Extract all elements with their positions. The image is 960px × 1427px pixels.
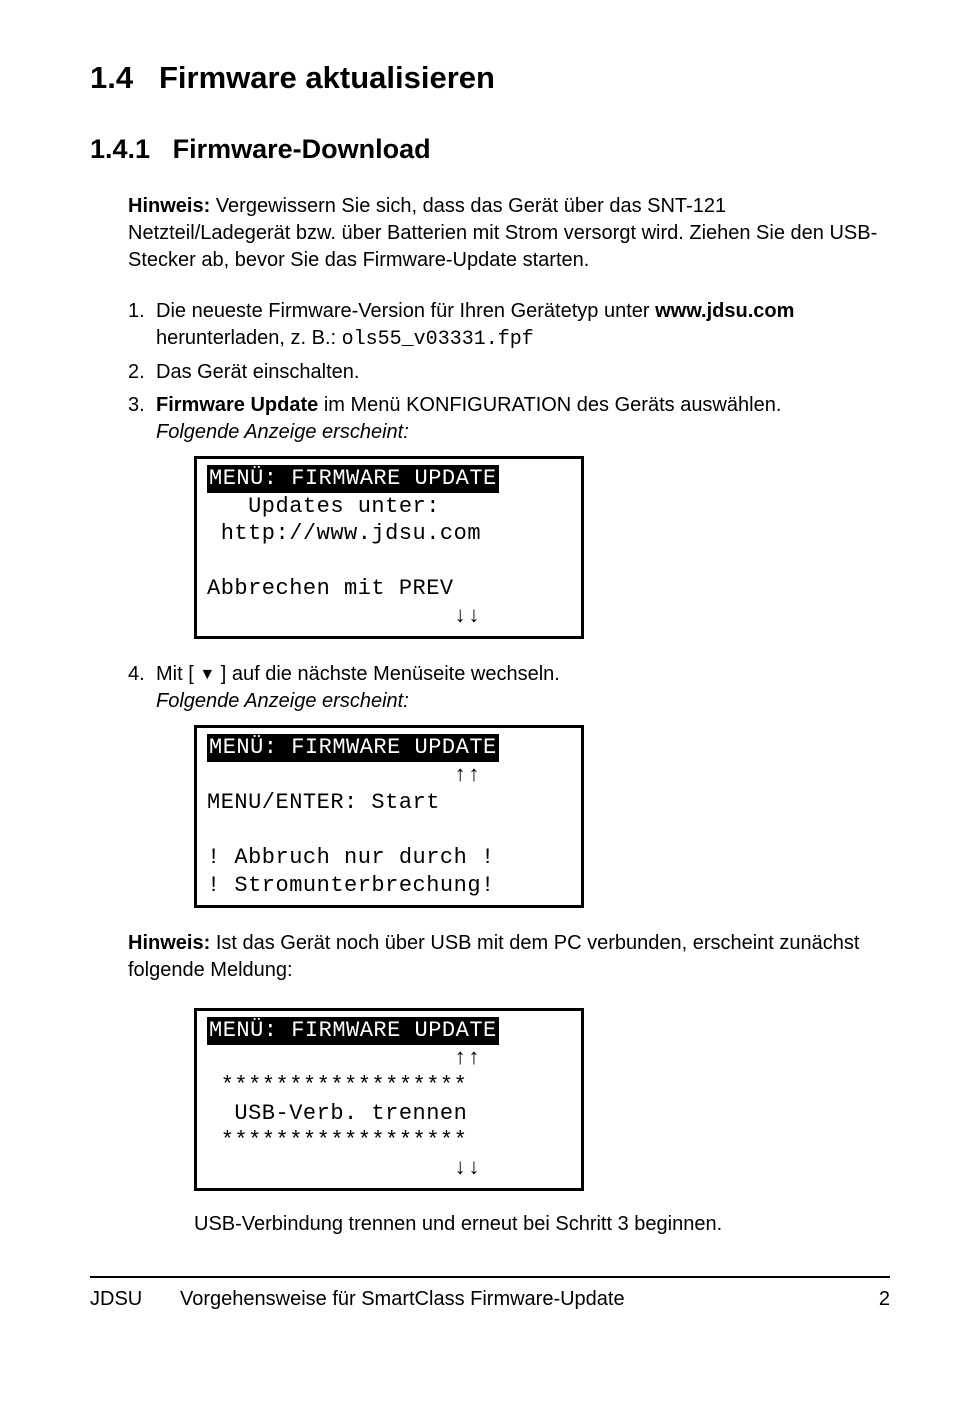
lcd3-l3: ******************	[207, 1073, 467, 1098]
step-1-num: 1.	[128, 298, 145, 325]
hint-1-label: Hinweis:	[128, 195, 210, 217]
step-3-bold: Firmware Update	[156, 394, 318, 416]
step-2-num: 2.	[128, 359, 145, 386]
steps-list: 1. Die neueste Firmware-Version für Ihre…	[128, 298, 890, 446]
h1-number: 1.4	[90, 60, 133, 95]
lcd1-title: MENÜ: FIRMWARE UPDATE	[207, 465, 499, 493]
h2-title: Firmware-Download	[173, 134, 431, 164]
lcd1-l3: http://www.jdsu.com	[207, 521, 481, 546]
lcd2-l3: MENU/ENTER: Start	[207, 790, 440, 815]
lcd2-l5: ! Abbruch nur durch !	[207, 845, 495, 870]
step-4-follow: Folgende Anzeige erscheint:	[156, 690, 409, 712]
closing-text: USB-Verbindung trennen und erneut bei Sc…	[194, 1213, 890, 1236]
step-3-num: 3.	[128, 392, 145, 419]
step-4: 4. Mit [ ▼ ] auf die nächste Menüseite w…	[128, 661, 890, 715]
lcd3-l6: ↓↓	[207, 1156, 481, 1181]
step-3: 3. Firmware Update im Menü KONFIGURATION…	[128, 392, 890, 446]
step-4-num: 4.	[128, 661, 145, 688]
lcd2-title: MENÜ: FIRMWARE UPDATE	[207, 734, 499, 762]
hint-1-text: Vergewissern Sie sich, dass das Gerät üb…	[128, 195, 877, 271]
step-3-follow: Folgende Anzeige erscheint:	[156, 421, 409, 443]
lcd2-l2: ↑↑	[207, 763, 481, 788]
h1-title: Firmware aktualisieren	[159, 60, 495, 95]
lcd-screen-1: MENÜ: FIRMWARE UPDATE Updates unter: htt…	[194, 456, 584, 639]
step-1-post: herunterladen, z. B.:	[156, 327, 342, 349]
lcd2-l6: ! Stromunterbrechung!	[207, 873, 495, 898]
footer-left: JDSU	[90, 1288, 180, 1311]
lcd3-l5: ******************	[207, 1128, 467, 1153]
steps-list-2: 4. Mit [ ▼ ] auf die nächste Menüseite w…	[128, 661, 890, 715]
lcd3-l2: ↑↑	[207, 1046, 481, 1071]
step-4-pre: Mit [	[156, 663, 199, 685]
page: 1.4 Firmware aktualisieren 1.4.1 Firmwar…	[0, 0, 960, 1341]
step-1-link: www.jdsu.com	[655, 300, 794, 322]
down-triangle-icon: ▼	[199, 664, 215, 686]
hint-2-label: Hinweis:	[128, 932, 210, 954]
h2-number: 1.4.1	[90, 134, 150, 164]
step-2-text: Das Gerät einschalten.	[156, 361, 359, 383]
lcd-screen-3: MENÜ: FIRMWARE UPDATE ↑↑ ***************…	[194, 1008, 584, 1191]
step-2: 2. Das Gerät einschalten.	[128, 359, 890, 386]
heading-2: 1.4.1 Firmware-Download	[90, 134, 890, 165]
lcd1-l6: ↓↓	[207, 604, 481, 629]
step-1-pre: Die neueste Firmware-Version für Ihren G…	[156, 300, 655, 322]
footer-rule	[90, 1276, 890, 1278]
step-1: 1. Die neueste Firmware-Version für Ihre…	[128, 298, 890, 353]
hint-2-text: Ist das Gerät noch über USB mit dem PC v…	[128, 932, 859, 981]
footer-center: Vorgehensweise für SmartClass Firmware-U…	[180, 1288, 860, 1311]
footer-page-number: 2	[860, 1288, 890, 1311]
lcd1-l5: Abbrechen mit PREV	[207, 576, 454, 601]
step-1-code: ols55_v03331.fpf	[342, 328, 534, 351]
heading-1: 1.4 Firmware aktualisieren	[90, 60, 890, 96]
step-3-rest: im Menü KONFIGURATION des Geräts auswähl…	[318, 394, 781, 416]
hint-1: Hinweis: Vergewissern Sie sich, dass das…	[128, 193, 890, 274]
page-footer: JDSU Vorgehensweise für SmartClass Firmw…	[90, 1288, 890, 1311]
lcd3-l4: USB-Verb. trennen	[207, 1101, 467, 1126]
lcd1-l2: Updates unter:	[207, 494, 440, 519]
lcd-screen-2: MENÜ: FIRMWARE UPDATE ↑↑ MENU/ENTER: Sta…	[194, 725, 584, 908]
hint-2: Hinweis: Ist das Gerät noch über USB mit…	[128, 930, 890, 984]
step-4-post: ] auf die nächste Menüseite wechseln.	[215, 663, 560, 685]
body-indent: Hinweis: Vergewissern Sie sich, dass das…	[128, 193, 890, 1236]
lcd3-title: MENÜ: FIRMWARE UPDATE	[207, 1017, 499, 1045]
